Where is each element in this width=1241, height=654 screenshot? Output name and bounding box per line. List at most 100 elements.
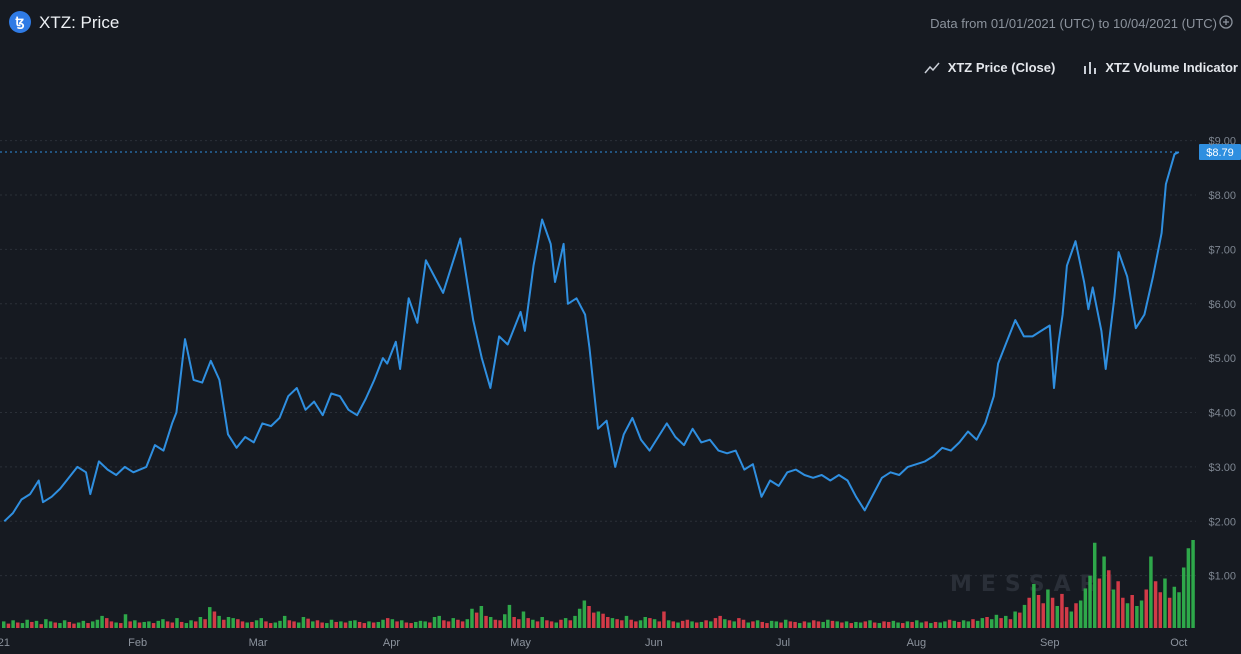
- volume-bar: [1121, 597, 1125, 628]
- volume-bar: [901, 623, 905, 628]
- volume-bar: [367, 621, 371, 628]
- volume-bar: [400, 620, 404, 628]
- volume-bar: [456, 619, 460, 628]
- volume-bar: [1135, 606, 1139, 628]
- volume-bar: [30, 621, 34, 628]
- volume-bar: [709, 621, 713, 628]
- expand-icon[interactable]: [1219, 15, 1233, 29]
- line-chart-icon: [924, 62, 940, 73]
- volume-bar: [1008, 619, 1013, 628]
- volume-bar: [1022, 604, 1027, 628]
- volume-bar: [629, 619, 633, 628]
- volume-bar: [1069, 611, 1074, 628]
- volume-bar: [685, 619, 690, 628]
- volume-bar: [278, 620, 282, 628]
- volume-bar: [694, 622, 699, 628]
- volume-bar: [540, 617, 544, 628]
- volume-bar: [268, 623, 273, 628]
- volume-bar: [371, 622, 376, 628]
- volume-bar: [610, 618, 615, 628]
- tezos-logo-icon: ꜩ: [9, 11, 31, 33]
- legend-item-volume[interactable]: XTZ Volume Indicator: [1083, 60, 1238, 75]
- volume-bar: [910, 621, 914, 628]
- volume-bar: [680, 620, 685, 628]
- price-line[interactable]: [3, 151, 1180, 523]
- volume-bar: [1130, 595, 1134, 628]
- volume-bar: [231, 618, 235, 628]
- last-price-label: $8.79: [1206, 147, 1234, 159]
- volume-bar: [554, 622, 558, 628]
- legend-item-price[interactable]: XTZ Price (Close): [924, 60, 1056, 75]
- volume-bar: [526, 618, 530, 628]
- volume-bar: [1032, 584, 1036, 628]
- volume-bar: [774, 621, 779, 628]
- volume-bar: [385, 618, 390, 628]
- volume-bar: [311, 621, 315, 628]
- volume-bar: [634, 621, 638, 628]
- volume-bar: [1111, 589, 1116, 628]
- volume-bar: [1097, 578, 1102, 628]
- volume-bar: [442, 620, 446, 628]
- volume-bar: [193, 621, 198, 628]
- volume-bar: [1092, 542, 1097, 628]
- volume-bar: [1064, 607, 1069, 628]
- volume-bar: [704, 620, 708, 628]
- volume-bar: [123, 614, 128, 628]
- volume-bar: [1036, 595, 1041, 628]
- volume-bar: [521, 611, 526, 628]
- volume-bar: [1088, 575, 1092, 628]
- volume-bar: [446, 621, 451, 628]
- volume-bar: [1172, 586, 1177, 628]
- volume-bar: [872, 622, 877, 628]
- volume-bar: [320, 622, 324, 628]
- volume-bar: [503, 614, 507, 628]
- volume-bar: [638, 620, 643, 628]
- legend-price-label: XTZ Price (Close): [947, 60, 1056, 75]
- volume-bar: [315, 620, 320, 628]
- volume-bar: [924, 621, 928, 628]
- volume-bar: [179, 621, 184, 628]
- volume-bar: [460, 621, 465, 628]
- volume-bar: [662, 611, 666, 628]
- volume-bar: [849, 623, 853, 628]
- volume-bar: [606, 617, 610, 628]
- volume-bar: [868, 620, 872, 628]
- volume-bar: [802, 621, 807, 628]
- volume-bar: [353, 620, 357, 628]
- volume-bar: [624, 615, 629, 628]
- volume-bar: [151, 623, 156, 628]
- volume-bar: [971, 619, 975, 628]
- volume-bar: [493, 619, 498, 628]
- volume-bar: [615, 619, 619, 628]
- volume-bar: [807, 622, 811, 628]
- volume-bar: [381, 619, 385, 628]
- volume-bar: [76, 622, 81, 628]
- volume-bar: [81, 620, 86, 628]
- volume-bar: [484, 615, 488, 628]
- volume-bar: [259, 618, 264, 628]
- volume-bar: [877, 623, 882, 628]
- volume-bar: [517, 619, 521, 628]
- x-tick-label: Oct: [1170, 637, 1187, 649]
- volume-bar: [147, 621, 151, 628]
- volume-bar: [273, 622, 278, 628]
- volume-bar: [1144, 589, 1148, 628]
- volume-bar: [119, 623, 123, 628]
- volume-bar: [587, 606, 591, 628]
- volume-bar: [816, 621, 821, 628]
- x-tick-label: Feb: [128, 637, 147, 649]
- volume-bar: [737, 618, 741, 628]
- volume-bar: [933, 621, 938, 628]
- volume-bar: [844, 621, 849, 628]
- volume-bar: [830, 620, 835, 628]
- volume-bar: [718, 615, 722, 628]
- volume-bar: [109, 621, 114, 628]
- volume-bar: [840, 622, 844, 628]
- volume-bar: [6, 623, 11, 628]
- volume-bar: [488, 617, 493, 628]
- volume-bar: [95, 619, 100, 628]
- volume-bar: [535, 621, 540, 628]
- volume-bar: [699, 621, 704, 628]
- volume-bar: [479, 606, 484, 628]
